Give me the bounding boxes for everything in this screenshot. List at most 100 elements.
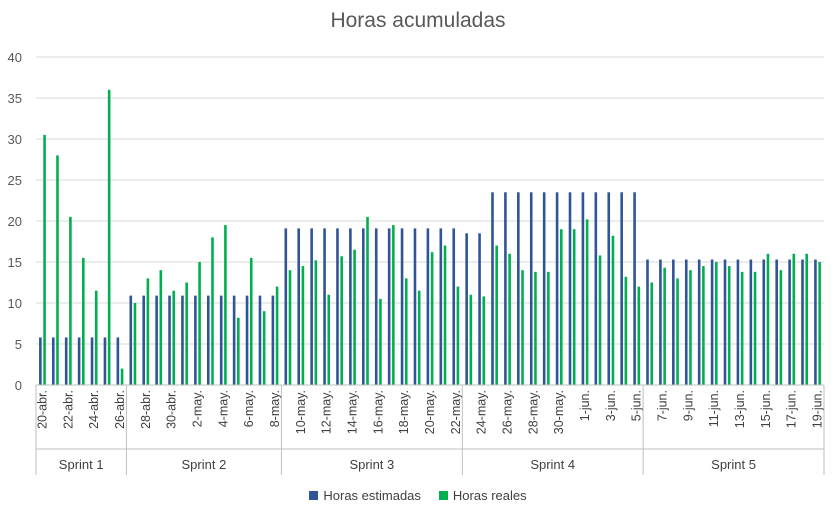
bar-reales[interactable] [715,262,718,385]
bar-reales[interactable] [353,249,356,385]
bar-reales[interactable] [547,271,550,385]
bar-reales[interactable] [702,266,705,385]
bar-estimadas[interactable] [801,259,804,385]
bar-estimadas[interactable] [219,295,223,385]
bar-reales[interactable] [43,134,46,385]
bar-estimadas[interactable] [284,228,288,385]
bar-estimadas[interactable] [245,295,249,385]
bar-estimadas[interactable] [581,192,585,385]
bar-estimadas[interactable] [362,228,365,385]
bar-estimadas[interactable] [181,295,184,385]
bar-estimadas[interactable] [116,337,120,385]
bar-reales[interactable] [753,271,757,385]
bar-reales[interactable] [314,260,318,385]
bar-estimadas[interactable] [336,228,339,385]
bar-estimadas[interactable] [206,295,210,385]
bar-reales[interactable] [482,296,486,385]
bar-estimadas[interactable] [387,228,391,385]
bar-estimadas[interactable] [103,337,107,385]
bar-estimadas[interactable] [51,337,55,385]
bar-reales[interactable] [288,270,292,385]
bar-estimadas[interactable] [633,192,636,385]
bar-reales[interactable] [366,216,369,385]
bar-estimadas[interactable] [491,192,494,385]
bar-estimadas[interactable] [39,337,42,385]
bar-reales[interactable] [237,317,240,385]
bar-estimadas[interactable] [749,259,753,385]
bar-reales[interactable] [417,290,421,385]
bar-estimadas[interactable] [64,337,68,385]
bar-reales[interactable] [805,253,809,385]
legend-item-estimadas[interactable]: Horas estimadas [309,488,421,503]
bar-estimadas[interactable] [142,295,145,385]
bar-estimadas[interactable] [607,192,611,385]
bar-reales[interactable] [689,270,692,385]
bar-reales[interactable] [508,253,511,385]
bar-reales[interactable] [611,235,615,385]
bar-estimadas[interactable] [478,233,481,385]
bar-estimadas[interactable] [672,259,675,385]
bar-reales[interactable] [740,271,744,385]
bar-reales[interactable] [198,262,201,385]
bar-reales[interactable] [69,216,72,385]
bar-reales[interactable] [559,229,563,385]
bar-reales[interactable] [456,286,460,385]
bar-reales[interactable] [534,271,537,385]
bar-reales[interactable] [624,276,628,385]
bar-reales[interactable] [159,270,163,385]
bar-reales[interactable] [818,262,821,385]
bar-estimadas[interactable] [168,295,171,385]
bar-estimadas[interactable] [194,295,197,385]
bar-estimadas[interactable] [77,337,81,385]
legend-item-reales[interactable]: Horas reales [438,488,527,503]
bar-reales[interactable] [430,252,434,385]
bar-reales[interactable] [404,278,408,385]
bar-estimadas[interactable] [788,259,791,385]
bar-reales[interactable] [94,290,98,385]
bar-estimadas[interactable] [504,192,507,385]
bar-reales[interactable] [82,257,85,385]
bar-reales[interactable] [495,245,498,385]
bar-estimadas[interactable] [413,228,417,385]
bar-estimadas[interactable] [517,192,520,385]
bar-reales[interactable] [766,253,770,385]
bar-reales[interactable] [262,311,266,385]
bar-reales[interactable] [572,229,576,385]
bar-estimadas[interactable] [659,259,662,385]
bar-estimadas[interactable] [736,259,740,385]
bar-estimadas[interactable] [684,259,688,385]
bar-reales[interactable] [224,225,227,385]
bar-reales[interactable] [107,89,111,386]
bar-estimadas[interactable] [568,192,572,385]
bar-estimadas[interactable] [323,228,326,385]
bar-reales[interactable] [340,256,343,385]
bar-estimadas[interactable] [620,192,623,385]
bar-reales[interactable] [443,245,447,385]
bar-reales[interactable] [650,282,654,386]
bar-estimadas[interactable] [762,259,766,385]
bar-estimadas[interactable] [814,259,817,385]
bar-reales[interactable] [469,294,473,385]
bar-estimadas[interactable] [529,192,533,385]
bar-reales[interactable] [585,219,589,385]
bar-reales[interactable] [779,270,783,385]
bar-estimadas[interactable] [452,228,456,385]
bar-reales[interactable] [327,294,331,385]
bar-estimadas[interactable] [155,295,158,385]
bar-reales[interactable] [379,298,382,385]
bar-estimadas[interactable] [297,228,301,385]
bar-reales[interactable] [301,266,305,385]
bar-reales[interactable] [663,267,666,385]
bar-estimadas[interactable] [646,259,649,385]
bar-estimadas[interactable] [710,259,714,385]
bar-estimadas[interactable] [723,259,727,385]
bar-estimadas[interactable] [271,295,275,385]
bar-estimadas[interactable] [258,295,262,385]
bar-estimadas[interactable] [426,228,430,385]
bar-reales[interactable] [133,303,137,385]
bar-estimadas[interactable] [775,259,778,385]
bar-estimadas[interactable] [232,295,236,385]
bar-reales[interactable] [521,270,524,385]
bar-estimadas[interactable] [555,192,559,385]
bar-reales[interactable] [172,290,176,385]
